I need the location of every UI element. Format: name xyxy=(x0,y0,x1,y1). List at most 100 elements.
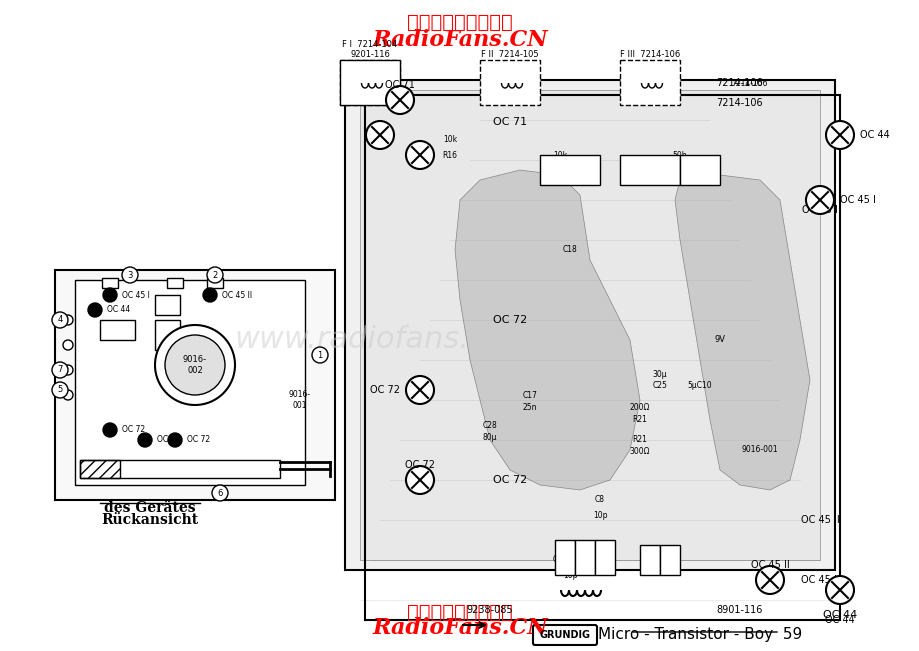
Circle shape xyxy=(207,267,222,283)
Bar xyxy=(340,60,400,105)
Text: 收音机爱好者资料库: 收音机爱好者资料库 xyxy=(407,12,512,31)
Circle shape xyxy=(165,335,225,395)
Circle shape xyxy=(62,390,73,400)
Circle shape xyxy=(52,312,68,328)
Text: F III  7214-106: F III 7214-106 xyxy=(619,50,679,59)
Text: OC 72: OC 72 xyxy=(493,315,527,325)
Circle shape xyxy=(52,382,68,398)
Bar xyxy=(80,460,119,478)
Bar xyxy=(340,60,400,105)
Text: 200Ω: 200Ω xyxy=(630,404,650,413)
Text: 10p: 10p xyxy=(562,570,576,579)
Polygon shape xyxy=(455,170,640,490)
Circle shape xyxy=(88,303,102,317)
Bar xyxy=(154,320,180,350)
Text: 300Ω: 300Ω xyxy=(630,447,650,456)
Circle shape xyxy=(386,86,414,114)
Bar xyxy=(75,280,305,485)
Bar xyxy=(659,545,679,575)
Circle shape xyxy=(122,267,138,283)
Text: OC 45 I: OC 45 I xyxy=(839,195,875,205)
Bar xyxy=(595,540,614,575)
Text: OC 71: OC 71 xyxy=(385,80,414,90)
Text: 30µ
C25: 30µ C25 xyxy=(652,370,666,390)
Bar xyxy=(480,60,539,105)
Bar xyxy=(80,460,279,478)
Text: OC 72: OC 72 xyxy=(187,436,210,445)
Text: Micro - Transistor - Boy  59: Micro - Transistor - Boy 59 xyxy=(597,628,801,643)
Text: 7: 7 xyxy=(57,365,62,374)
Text: 25n: 25n xyxy=(522,402,537,411)
Circle shape xyxy=(138,433,152,447)
Text: OC 45 I: OC 45 I xyxy=(122,290,150,299)
Circle shape xyxy=(312,347,328,363)
Text: 1: 1 xyxy=(317,350,323,359)
Text: C17: C17 xyxy=(522,391,537,400)
Text: C8: C8 xyxy=(595,495,605,505)
Text: 10k: 10k xyxy=(442,135,457,145)
Circle shape xyxy=(405,141,434,169)
Circle shape xyxy=(405,466,434,494)
Bar xyxy=(207,278,222,288)
Text: OC 44: OC 44 xyxy=(107,305,130,314)
Bar xyxy=(619,155,679,185)
Text: RadioFans.CN: RadioFans.CN xyxy=(372,29,547,51)
Text: 10k: 10k xyxy=(552,150,566,159)
Text: 9016-
001: 9016- 001 xyxy=(289,391,311,409)
Bar xyxy=(640,545,659,575)
Bar xyxy=(679,155,720,185)
Text: 7214-106: 7214-106 xyxy=(716,78,763,88)
Text: OC 44: OC 44 xyxy=(859,130,889,140)
Circle shape xyxy=(52,362,68,378)
Bar xyxy=(619,60,679,105)
Text: 9201-116: 9201-116 xyxy=(350,50,390,59)
Text: 80µ: 80µ xyxy=(482,432,496,441)
Circle shape xyxy=(62,340,73,350)
Text: OC 45 I: OC 45 I xyxy=(801,205,837,215)
Bar xyxy=(359,90,819,560)
Text: OC 72: OC 72 xyxy=(493,475,527,485)
Text: R16: R16 xyxy=(442,150,457,159)
Text: C18: C18 xyxy=(562,245,577,255)
Text: 9238-085: 9238-085 xyxy=(466,605,513,615)
Text: C1 C2 C3: C1 C2 C3 xyxy=(552,555,587,564)
Text: 8901-116: 8901-116 xyxy=(716,605,763,615)
Circle shape xyxy=(103,423,117,437)
Circle shape xyxy=(805,186,834,214)
Text: C28: C28 xyxy=(482,421,497,430)
Text: F II  7214-105: F II 7214-105 xyxy=(481,50,539,59)
Text: OC 45 II: OC 45 II xyxy=(221,290,252,299)
Text: F I  7214-104: F I 7214-104 xyxy=(342,40,397,49)
Text: 7214-106: 7214-106 xyxy=(716,98,763,108)
Circle shape xyxy=(154,325,234,405)
Text: 50h: 50h xyxy=(672,150,686,159)
Circle shape xyxy=(168,433,182,447)
Text: 3: 3 xyxy=(127,271,132,279)
Polygon shape xyxy=(675,175,809,490)
Text: 10p: 10p xyxy=(592,510,607,519)
Circle shape xyxy=(62,365,73,375)
Text: OC 45 II: OC 45 II xyxy=(800,515,838,525)
Text: OC 45 II: OC 45 II xyxy=(800,575,838,585)
Bar xyxy=(100,320,135,340)
Text: des Gerätes: des Gerätes xyxy=(104,501,196,515)
Text: Rückansicht: Rückansicht xyxy=(101,513,199,527)
Text: OC 72: OC 72 xyxy=(122,426,145,434)
Text: OC 72: OC 72 xyxy=(369,385,400,395)
Text: OC 72: OC 72 xyxy=(404,460,435,470)
Text: 4: 4 xyxy=(57,316,62,324)
Text: 9016-
002: 9016- 002 xyxy=(183,355,207,375)
Text: OC 71: OC 71 xyxy=(493,117,527,127)
Text: RadioFans.CN: RadioFans.CN xyxy=(372,617,547,639)
Circle shape xyxy=(755,566,783,594)
Text: OC 44: OC 44 xyxy=(822,610,857,620)
Text: R21: R21 xyxy=(632,415,647,424)
FancyBboxPatch shape xyxy=(532,625,596,645)
Circle shape xyxy=(366,121,393,149)
Circle shape xyxy=(405,376,434,404)
Bar xyxy=(345,80,834,570)
Circle shape xyxy=(103,288,117,302)
Text: www.radiofans.cn: www.radiofans.cn xyxy=(234,326,505,355)
Bar xyxy=(102,278,118,288)
Circle shape xyxy=(62,315,73,325)
